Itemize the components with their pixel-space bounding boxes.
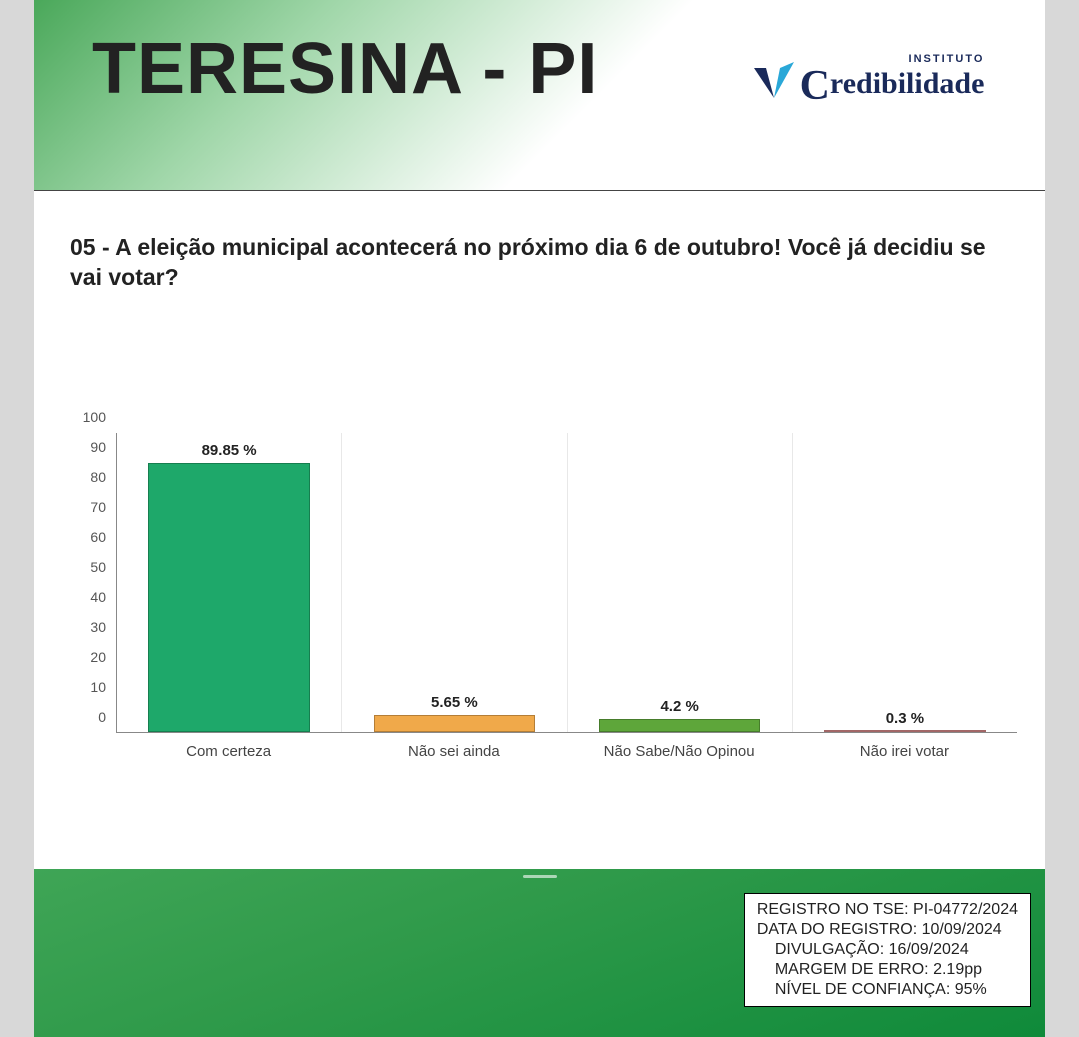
y-tick-label: 90	[90, 439, 106, 455]
x-axis-label: Com certeza	[116, 737, 341, 763]
bar-cell: 5.65 %	[342, 433, 567, 732]
bar-cell: 4.2 %	[568, 433, 793, 732]
info-value: 10/09/2024	[922, 921, 1002, 938]
info-value: PI-04772/2024	[913, 901, 1018, 918]
bar-cell: 89.85 %	[117, 433, 342, 732]
y-tick-label: 30	[90, 619, 106, 635]
y-tick-label: 60	[90, 529, 106, 545]
question-text: 05 - A eleição municipal acontecerá no p…	[34, 191, 1045, 293]
bar-chart: 0102030405060708090100 89.85 %5.65 %4.2 …	[62, 433, 1017, 763]
page-title: TERESINA - PI	[92, 28, 598, 110]
chart-plot-area: 89.85 % 5.65 %4.2 %0.3 %	[116, 433, 1017, 733]
x-axis-labels: Com certezaNão sei aindaNão Sabe/Não Opi…	[116, 737, 1017, 763]
bar	[148, 463, 309, 732]
bar-value-label: 89.85 %	[117, 442, 341, 459]
y-axis: 0102030405060708090100	[62, 433, 112, 733]
logo-text: INSTITUTO Credibilidade	[800, 54, 985, 107]
bar-value-label: 4.2 %	[568, 698, 792, 715]
info-label: DIVULGAÇÃO:	[775, 941, 884, 958]
info-margem: MARGEM DE ERRO: 2.19pp	[757, 960, 1018, 980]
info-label: MARGEM DE ERRO:	[775, 961, 929, 978]
info-label: DATA DO REGISTRO:	[757, 921, 917, 938]
y-tick-label: 70	[90, 499, 106, 515]
info-confianca: NÍVEL DE CONFIANÇA: 95%	[757, 980, 1018, 1000]
logo: INSTITUTO Credibilidade	[721, 30, 1015, 130]
header: TERESINA - PI INSTITUTO Credibilidade	[34, 0, 1045, 190]
x-axis-label: Não irei votar	[792, 737, 1017, 763]
drag-handle-icon	[523, 875, 557, 878]
bar-value-label: 5.65 %	[342, 694, 566, 711]
page-container: TERESINA - PI INSTITUTO Credibilidade 05…	[34, 0, 1045, 1037]
info-data-registro: DATA DO REGISTRO: 10/09/2024	[757, 920, 1018, 940]
footer: REGISTRO NO TSE: PI-04772/2024 DATA DO R…	[34, 869, 1045, 1037]
y-tick-label: 10	[90, 679, 106, 695]
info-value: 95%	[955, 981, 987, 998]
y-tick-label: 80	[90, 469, 106, 485]
info-registro-tse: REGISTRO NO TSE: PI-04772/2024	[757, 900, 1018, 920]
info-label: REGISTRO NO TSE:	[757, 901, 909, 918]
bar	[599, 719, 760, 732]
x-axis-label: Não sei ainda	[341, 737, 566, 763]
info-value: 16/09/2024	[889, 941, 969, 958]
y-tick-label: 40	[90, 589, 106, 605]
bar	[824, 730, 985, 732]
bar	[374, 715, 535, 732]
y-tick-label: 100	[83, 409, 106, 425]
info-label: NÍVEL DE CONFIANÇA:	[775, 981, 950, 998]
logo-check-icon	[752, 58, 796, 102]
bar-value-label: 0.3 %	[793, 710, 1017, 727]
y-tick-label: 0	[98, 709, 106, 725]
y-tick-label: 20	[90, 649, 106, 665]
info-divulgacao: DIVULGAÇÃO: 16/09/2024	[757, 940, 1018, 960]
bar-cell: 0.3 %	[793, 433, 1017, 732]
logo-main-text: Credibilidade	[800, 65, 985, 107]
y-tick-label: 50	[90, 559, 106, 575]
x-axis-label: Não Sabe/Não Opinou	[567, 737, 792, 763]
info-value: 2.19pp	[933, 961, 982, 978]
survey-info-box: REGISTRO NO TSE: PI-04772/2024 DATA DO R…	[744, 893, 1031, 1007]
